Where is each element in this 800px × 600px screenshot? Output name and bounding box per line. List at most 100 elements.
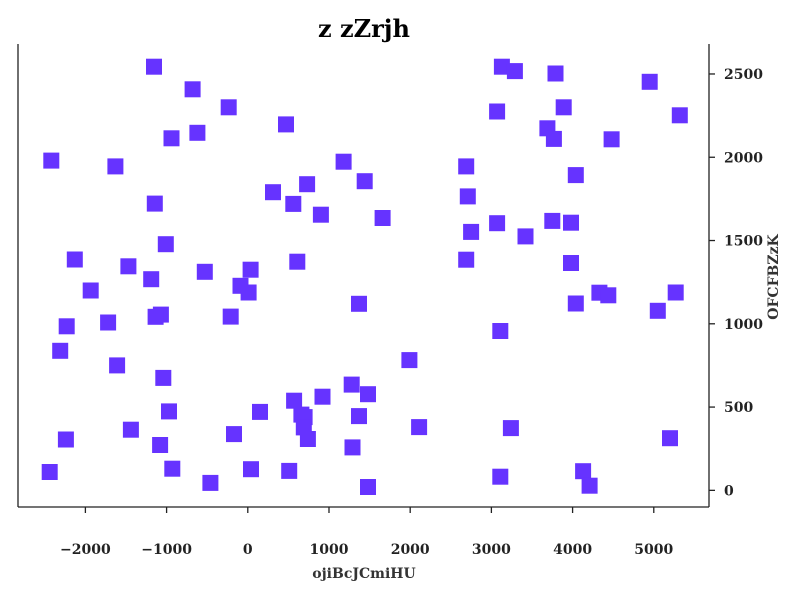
x-axis-ticks: −2000 −1000 0 1000 2000 3000 4000 5000 [60, 507, 674, 558]
data-point [401, 352, 418, 369]
data-point [314, 388, 331, 405]
data-point [152, 437, 169, 453]
data-point [463, 223, 480, 240]
data-point [335, 153, 352, 170]
x-axis-label: ojiBcJCmiHU [312, 566, 415, 582]
y-tick-label: 0 [724, 483, 734, 499]
y-tick-label: 1500 [724, 234, 763, 250]
data-point [43, 152, 60, 169]
y-tick-label: 500 [724, 400, 753, 416]
data-point [240, 284, 257, 301]
data-point [360, 386, 376, 403]
x-tick-label: 1000 [310, 542, 349, 558]
data-point [143, 271, 160, 288]
data-point [544, 212, 561, 229]
data-point [155, 369, 172, 386]
data-point [489, 103, 506, 120]
data-point [351, 295, 367, 312]
data-point [374, 210, 391, 226]
data-point [555, 99, 572, 116]
data-point [222, 308, 239, 325]
data-point [146, 58, 162, 75]
data-point [120, 258, 137, 275]
data-point [506, 63, 523, 80]
data-point [163, 130, 180, 147]
x-tick-label: 0 [243, 542, 253, 558]
data-point [164, 460, 181, 477]
data-point [344, 439, 361, 456]
data-point [109, 357, 126, 374]
data-point [649, 302, 666, 319]
x-tick-label: −1000 [141, 542, 192, 558]
data-point [312, 206, 329, 223]
data-point [671, 107, 688, 124]
y-tick-label: 2500 [724, 67, 763, 83]
data-point [189, 124, 206, 141]
data-point [289, 253, 306, 270]
data-point [196, 263, 213, 280]
data-point [58, 318, 75, 335]
data-point [299, 431, 316, 447]
y-tick-label: 1000 [724, 317, 763, 333]
y-axis-ticks: 0 500 1000 1500 2000 2500 [709, 67, 763, 499]
data-point [66, 251, 83, 268]
data-point [356, 173, 373, 190]
data-point [517, 228, 534, 245]
data-point [226, 426, 242, 443]
data-point [492, 323, 509, 339]
data-point [57, 431, 74, 448]
data-point [667, 284, 684, 301]
data-point [202, 474, 219, 491]
chart-title: z zZrjh [318, 14, 410, 43]
data-point [100, 314, 117, 331]
data-point [603, 131, 620, 148]
data-point [107, 158, 124, 175]
data-point [243, 461, 259, 478]
data-point [220, 99, 237, 116]
data-point [563, 255, 579, 271]
data-point [343, 376, 360, 393]
x-tick-label: 5000 [634, 542, 673, 558]
data-point [502, 420, 519, 437]
data-point [600, 287, 617, 304]
data-point [563, 214, 579, 231]
data-point [351, 408, 367, 425]
data-point [545, 130, 562, 147]
data-point [184, 81, 201, 98]
x-tick-label: 4000 [553, 542, 592, 558]
data-point [299, 176, 316, 193]
y-axis-label: OFCFBZzK [766, 233, 782, 319]
x-tick-label: 3000 [472, 542, 511, 558]
data-point [252, 403, 268, 420]
data-point [567, 295, 584, 312]
data-point [581, 477, 598, 494]
data-point [459, 188, 476, 205]
data-point [146, 195, 163, 212]
data-point [157, 236, 174, 253]
data-point [489, 215, 506, 232]
data-point [82, 282, 99, 299]
data-point [281, 462, 298, 479]
data-point [641, 73, 658, 90]
x-tick-label: 2000 [391, 542, 430, 558]
data-point [360, 479, 376, 495]
data-point [575, 463, 592, 480]
data-point [41, 464, 58, 480]
data-point [493, 58, 510, 75]
data-point [242, 261, 259, 278]
data-point [265, 184, 281, 201]
points-layer [41, 58, 688, 495]
data-point [567, 167, 584, 184]
data-point [662, 430, 678, 447]
x-tick-label: −2000 [60, 542, 111, 558]
data-point [285, 195, 302, 212]
data-point [492, 468, 509, 485]
data-point [52, 342, 69, 359]
data-point [278, 116, 294, 133]
data-point [411, 419, 428, 436]
data-point [122, 421, 139, 438]
data-point [547, 65, 564, 82]
y-tick-label: 2000 [724, 150, 763, 166]
data-point [161, 403, 177, 420]
